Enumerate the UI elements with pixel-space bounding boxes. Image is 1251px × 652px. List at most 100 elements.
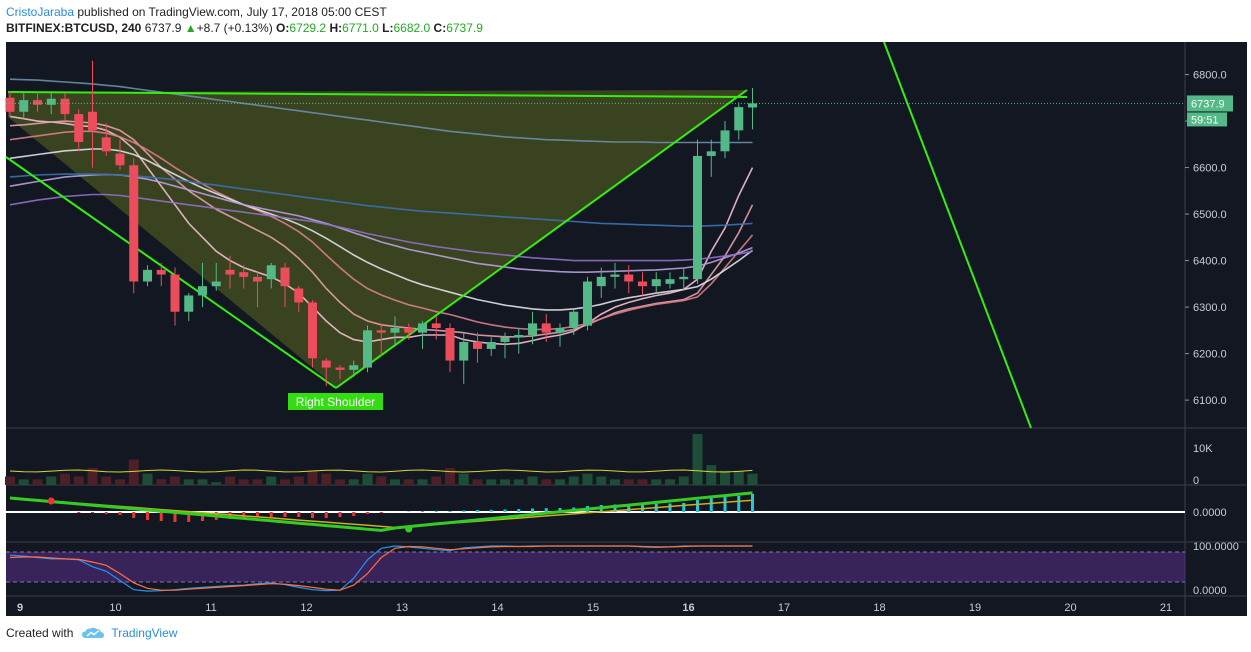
candle-body <box>638 281 647 287</box>
candle-body <box>363 330 372 368</box>
candle-body <box>156 269 166 275</box>
candle <box>734 102 744 140</box>
candle <box>115 139 125 170</box>
stoch-d-line <box>9 545 753 591</box>
symbol-name[interactable]: BITFINEX:BTCUSD, 240 <box>6 21 142 35</box>
chart-header: CristoJaraba published on TradingView.co… <box>6 4 483 36</box>
moving-average-line-3 <box>9 148 753 311</box>
price-change: +8.7 (+0.13%) <box>196 21 273 35</box>
candle <box>294 286 304 312</box>
volume-bar <box>101 476 112 485</box>
candle <box>555 323 565 347</box>
candle-body <box>459 341 469 361</box>
candle <box>610 262 620 289</box>
last-price-label: 6737.9 <box>1191 98 1225 110</box>
volume-bar <box>197 479 208 485</box>
candle <box>211 262 221 291</box>
x-tick-label: 18 <box>873 602 885 614</box>
macd-histogram-bar <box>77 512 81 513</box>
price-chart[interactable]: 6800.06700.06600.06500.06400.06300.06200… <box>0 42 1251 622</box>
candle-body <box>569 311 579 329</box>
price-axis-background <box>1185 42 1247 616</box>
pattern-fill <box>8 90 747 387</box>
y-tick-label: 6300.0 <box>1193 302 1227 314</box>
macd-histogram-bar <box>462 510 466 512</box>
candle <box>266 262 276 289</box>
candle <box>390 316 400 347</box>
volume-bar <box>431 476 442 485</box>
author-link[interactable]: CristoJaraba <box>6 5 75 19</box>
candle <box>335 365 345 380</box>
volume-tick-label: 0 <box>1193 475 1199 487</box>
candle <box>253 272 262 308</box>
high-value: 6771.0 <box>342 21 379 35</box>
volume-bar <box>238 479 249 485</box>
tradingview-cloud-icon <box>82 627 105 638</box>
candle <box>74 109 84 152</box>
volume-bar <box>403 479 414 485</box>
macd-histogram-bar <box>668 503 672 512</box>
candle-body <box>294 288 304 303</box>
macd-histogram-bar <box>104 512 108 514</box>
macd-histogram-bar <box>503 509 507 512</box>
macd-line <box>9 491 753 532</box>
rsi-tick-label: 0.0000 <box>1193 585 1227 597</box>
candle-body <box>555 328 565 333</box>
x-tick-label: 14 <box>491 602 503 614</box>
macd-histogram-bar <box>531 508 534 512</box>
macd-histogram-bar <box>627 504 631 512</box>
macd-histogram-bar <box>489 509 493 512</box>
volume-bar <box>596 476 607 485</box>
candle-body <box>184 295 194 312</box>
open-label: O: <box>276 21 290 35</box>
candle-body <box>308 302 317 359</box>
volume-bar <box>472 479 483 485</box>
candle-body <box>143 269 152 282</box>
candle <box>143 265 152 287</box>
macd-histogram-bar <box>256 512 259 517</box>
candle <box>459 332 469 384</box>
volume-bar <box>417 479 428 485</box>
candle-body <box>473 341 482 349</box>
publish-info: published on TradingView.com, July 17, 2… <box>74 5 387 19</box>
candle-body <box>115 153 125 166</box>
volume-bar <box>32 479 43 485</box>
candle <box>239 265 249 289</box>
moving-average-line-7 <box>9 78 753 144</box>
volume-bar <box>128 459 139 485</box>
candle-body <box>74 114 84 142</box>
volume-bar <box>266 476 277 485</box>
volume-bar <box>513 479 524 485</box>
candle-body <box>624 274 634 282</box>
candle <box>651 272 661 294</box>
candle-body <box>514 334 524 338</box>
candle-body <box>253 276 262 282</box>
volume-bar <box>665 479 675 485</box>
volume-bar <box>527 476 538 485</box>
candle <box>376 323 386 356</box>
candle <box>404 323 414 340</box>
candle <box>624 265 634 294</box>
candle <box>720 121 730 159</box>
candle-body <box>486 341 496 349</box>
macd-histogram-bar <box>613 504 617 512</box>
macd-histogram-bar <box>297 512 301 517</box>
macd-histogram-bar <box>269 512 273 517</box>
candle <box>33 92 42 112</box>
macd-histogram-bar <box>324 512 328 518</box>
volume-bar <box>445 468 455 485</box>
trendline-top <box>7 91 748 98</box>
candle <box>583 276 592 331</box>
candle <box>445 323 455 373</box>
volume-bar <box>46 476 57 485</box>
candle <box>321 358 331 387</box>
candle-body <box>734 107 744 131</box>
candle <box>101 123 111 156</box>
candle <box>349 360 359 377</box>
candle <box>596 267 606 298</box>
tradingview-link[interactable]: TradingView <box>111 626 178 640</box>
candle <box>129 158 139 294</box>
candle-body <box>665 279 675 284</box>
rsi-band <box>6 552 1185 582</box>
candle <box>665 272 675 289</box>
